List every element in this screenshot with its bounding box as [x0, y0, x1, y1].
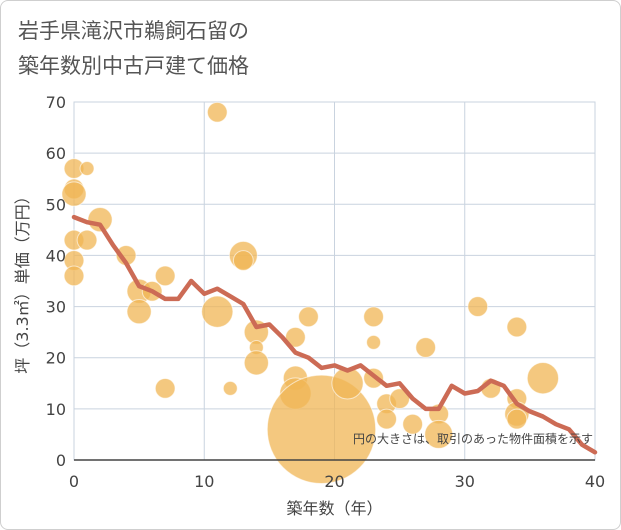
- data-bubble: [206, 101, 228, 123]
- title-line-2: 築年数別中古戸建て価格: [18, 54, 249, 78]
- y-tick-label: 20: [46, 349, 66, 368]
- data-bubble: [266, 374, 377, 485]
- x-tick-label: 20: [324, 472, 344, 491]
- data-bubble: [154, 265, 176, 287]
- axes: 0 10 20 30 40 50 60 70 0 10 20 30 40: [46, 93, 606, 491]
- data-bubble: [79, 160, 95, 176]
- data-bubble: [389, 388, 411, 410]
- y-axis-label: 坪（3.3㎡）単価（万円）: [13, 188, 32, 373]
- data-bubble: [61, 181, 87, 207]
- chart-title: 岩手県滝沢市鵜飼石留の 築年数別中古戸建て価格: [18, 14, 249, 84]
- data-bubble: [331, 367, 364, 400]
- y-tick-label: 30: [46, 298, 66, 317]
- y-tick-label: 60: [46, 144, 66, 163]
- bubbles: [61, 101, 560, 485]
- data-bubble: [243, 350, 269, 376]
- y-tick-label: 70: [46, 93, 66, 112]
- y-tick-label: 10: [46, 400, 66, 419]
- x-tick-label: 0: [69, 472, 79, 491]
- data-bubble: [298, 306, 319, 328]
- data-bubble: [363, 306, 384, 328]
- data-bubble: [201, 295, 234, 328]
- y-tick-label: 50: [46, 195, 66, 214]
- data-bubble: [154, 378, 176, 399]
- y-tick-label: 40: [46, 246, 66, 265]
- data-bubble: [467, 296, 489, 317]
- x-axis-label: 築年数（年）: [286, 499, 382, 518]
- data-bubble: [506, 408, 528, 430]
- data-bubble: [366, 334, 382, 350]
- data-bubble: [126, 299, 152, 325]
- data-bubble: [506, 316, 528, 338]
- x-tick-label: 10: [194, 472, 214, 491]
- x-tick-label: 30: [455, 472, 475, 491]
- data-bubble: [63, 265, 85, 287]
- size-note: 円の大きさは、取引のあった物件面積を示す: [353, 431, 593, 446]
- data-bubble: [415, 337, 437, 358]
- data-bubble: [285, 326, 306, 348]
- y-tick-label: 0: [56, 451, 66, 470]
- data-bubble: [76, 229, 98, 251]
- data-bubble: [424, 419, 454, 449]
- data-bubble: [232, 250, 254, 271]
- data-bubble: [402, 413, 424, 435]
- title-line-1: 岩手県滝沢市鵜飼石留の: [18, 19, 249, 43]
- data-bubble: [376, 408, 397, 430]
- trend-line: [71, 214, 598, 455]
- data-bubble: [222, 380, 238, 396]
- x-tick-label: 40: [585, 472, 605, 491]
- trend-line-group: [71, 214, 598, 455]
- data-bubble: [526, 362, 560, 395]
